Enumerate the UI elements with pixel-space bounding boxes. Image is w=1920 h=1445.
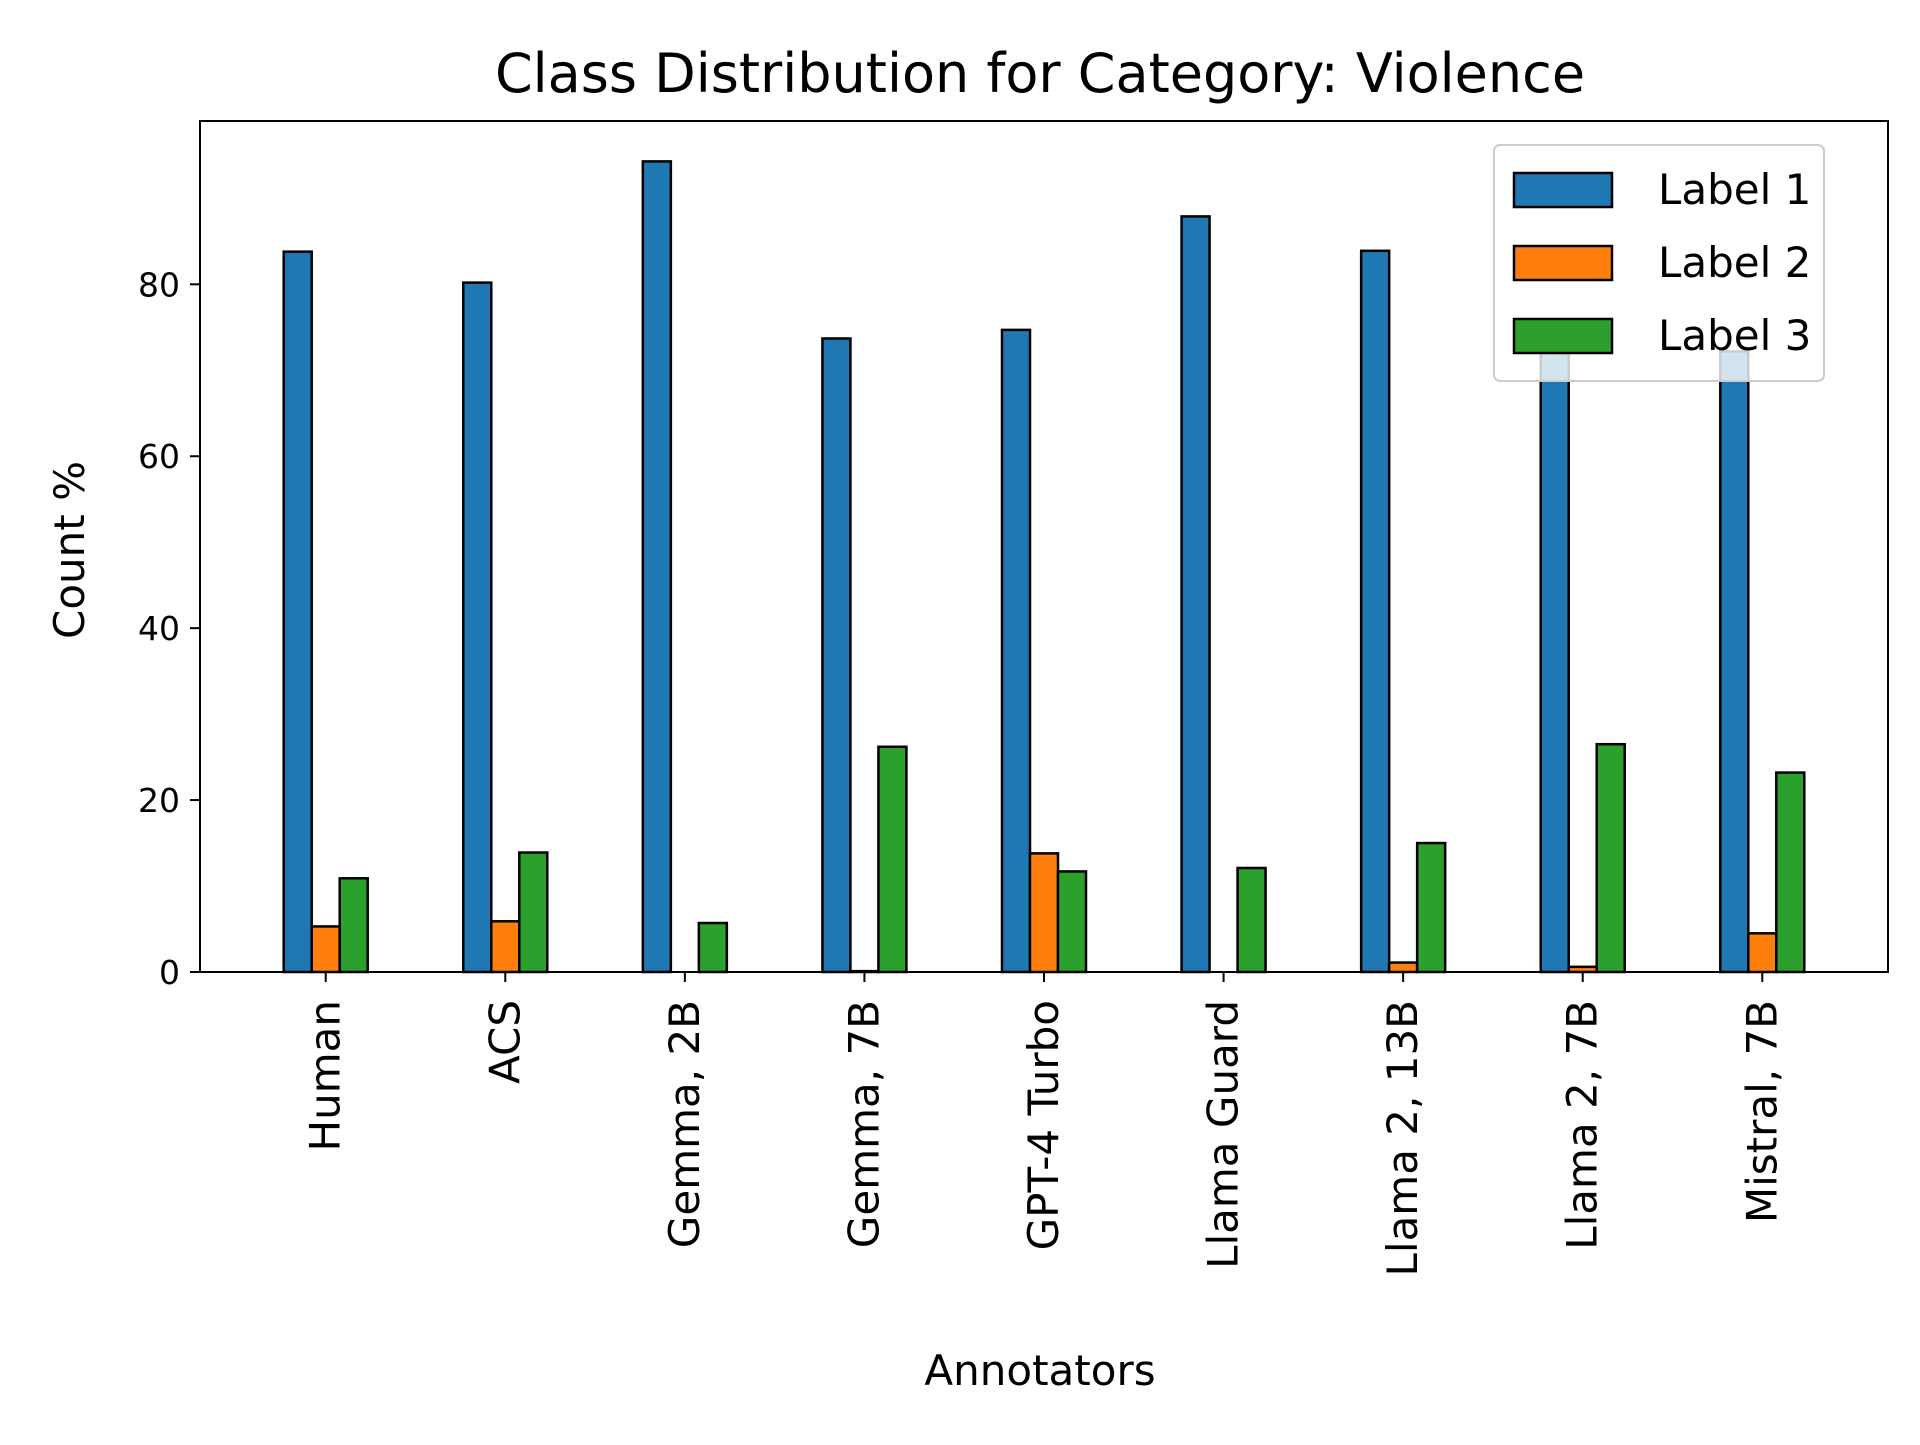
x-tick-label: Gemma, 2B — [660, 1000, 709, 1248]
legend: Label 1 Label 2 Label 3 — [1493, 144, 1825, 382]
bar-1 — [462, 281, 493, 974]
bar-3 — [877, 745, 908, 974]
bar-3 — [1775, 771, 1806, 974]
chart-title: Class Distribution for Category: Violenc… — [495, 42, 1585, 105]
bar-3 — [518, 851, 549, 974]
x-tick-label: ACS — [480, 1000, 529, 1084]
bar-3 — [1236, 866, 1267, 974]
legend-label-2: Label 2 — [1658, 238, 1811, 287]
x-tick-label: Llama 2, 13B — [1378, 1000, 1427, 1277]
x-axis-label: Annotators — [924, 1346, 1155, 1395]
bar-1 — [641, 160, 673, 974]
y-axis-label: Count % — [45, 461, 94, 639]
x-tick-label: Mistral, 7B — [1737, 1000, 1786, 1223]
bar-3 — [1595, 742, 1626, 974]
bar-1 — [1000, 328, 1032, 974]
x-tick-label: Llama 2, 7B — [1558, 1000, 1607, 1250]
legend-label-3: Label 3 — [1658, 311, 1811, 360]
bar-3 — [1415, 841, 1447, 974]
bar-1 — [821, 337, 852, 974]
bar-2 — [1028, 852, 1060, 974]
legend-swatch-3 — [1512, 317, 1614, 355]
bar-1 — [1359, 249, 1391, 974]
bar-1 — [282, 250, 313, 974]
y-tick-label: 60 — [138, 437, 180, 476]
x-tick-label: Llama Guard — [1199, 1000, 1248, 1269]
x-tick-label: Human — [301, 1000, 350, 1151]
x-tick-label: Gemma, 7B — [839, 1000, 888, 1248]
bar-1 — [1719, 350, 1750, 974]
bar-2 — [310, 925, 341, 974]
x-tick-label: GPT-4 Turbo — [1019, 1000, 1068, 1250]
y-tick-label: 80 — [138, 265, 180, 304]
bar-3 — [697, 921, 729, 974]
bar-1 — [1539, 344, 1570, 974]
legend-swatch-1 — [1512, 171, 1614, 209]
bar-3 — [1056, 870, 1088, 974]
y-tick-label: 0 — [159, 953, 180, 992]
bar-3 — [338, 877, 369, 974]
legend-swatch-2 — [1512, 244, 1614, 282]
y-tick-label: 40 — [138, 609, 180, 648]
y-tick-label: 20 — [138, 781, 180, 820]
bar-2 — [1387, 961, 1419, 974]
legend-label-1: Label 1 — [1658, 165, 1811, 214]
plot-area: 0 20 40 60 80 Human ACS Gemma, 2B Gemma, 7B GPT-4… — [138, 120, 1889, 1277]
bar-2 — [1747, 932, 1778, 974]
bar-2 — [490, 920, 521, 974]
bar-1 — [1180, 215, 1211, 974]
